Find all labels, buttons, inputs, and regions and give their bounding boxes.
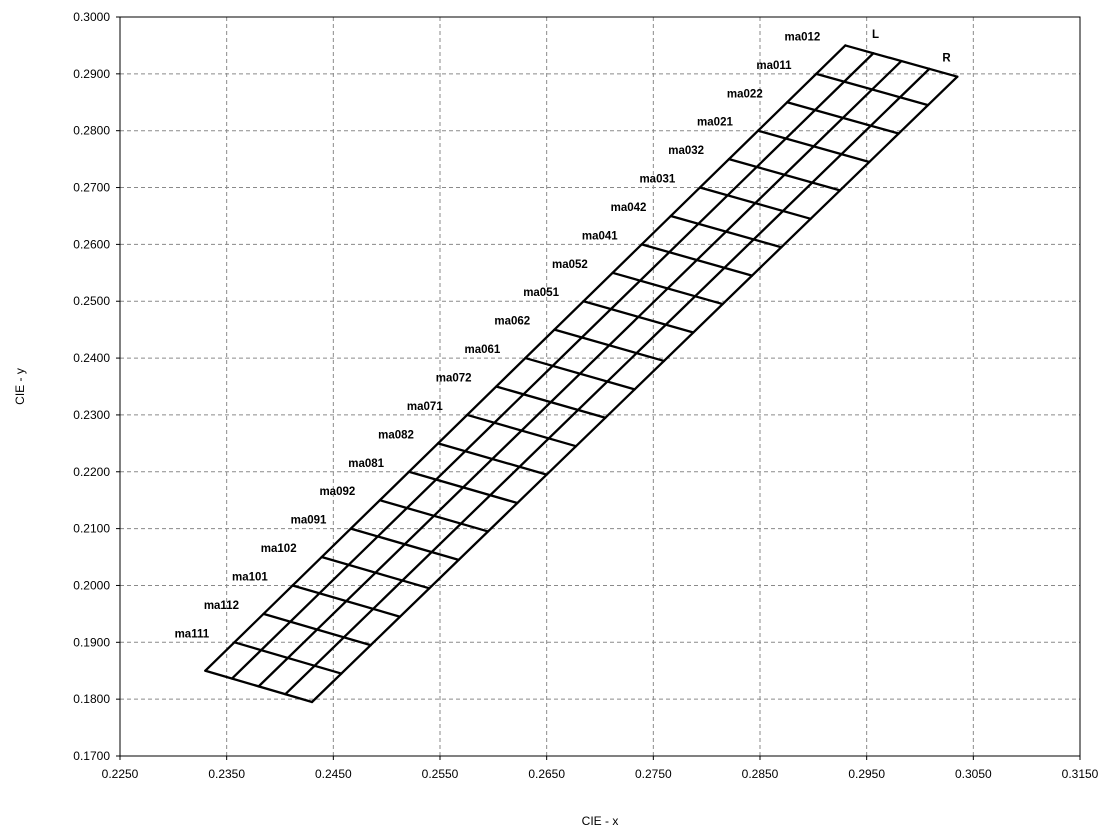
y-tick-label: 0.2200 — [73, 465, 110, 479]
mesh-row-line — [669, 214, 783, 249]
row-label: ma031 — [639, 174, 675, 186]
tick-layer: 0.2250 0.2350 0.2450 0.2550 0.2650 0.2750 0.28… — [73, 10, 1098, 781]
row-label: ma082 — [378, 429, 414, 441]
x-axis-title: CIE - x — [582, 814, 619, 828]
x-tick-label: 0.2650 — [528, 767, 565, 781]
mesh-row-line — [640, 243, 754, 277]
row-label: ma112 — [204, 600, 239, 612]
x-tick-label: 0.2350 — [208, 767, 245, 781]
y-tick-label: 0.2900 — [73, 67, 110, 81]
mesh-row-line — [262, 612, 372, 647]
y-tick-label: 0.1800 — [73, 692, 110, 706]
mesh-row-line — [204, 669, 314, 704]
y-axis-title: CIE - y — [13, 368, 27, 405]
row-label: ma061 — [465, 344, 501, 356]
x-tick-label: 0.3050 — [955, 767, 992, 781]
y-tick-label: 0.2000 — [73, 578, 110, 592]
y-tick-label: 0.1700 — [73, 749, 110, 763]
row-label: ma051 — [523, 287, 559, 299]
row-label: ma011 — [756, 60, 792, 72]
y-tick-label: 0.2500 — [73, 294, 110, 308]
mesh-row-line — [378, 499, 490, 533]
mesh-row-line — [349, 527, 460, 562]
mesh-row-line — [844, 44, 959, 78]
mesh-layer — [204, 44, 959, 704]
mesh-row-line — [727, 157, 842, 192]
label-layer: ma012 ma011 ma022 ma021 ma032 ma031 ma042 ma041… — [175, 29, 952, 640]
column-label-right: R — [942, 52, 951, 64]
y-tick-label: 0.2300 — [73, 408, 110, 422]
y-tick-label: 0.2800 — [73, 124, 110, 138]
row-label: ma091 — [291, 515, 327, 527]
row-label: ma041 — [582, 230, 618, 242]
row-label: ma102 — [261, 543, 297, 555]
y-tick-label: 0.2100 — [73, 522, 110, 536]
row-label: ma101 — [232, 571, 268, 583]
grid-layer — [120, 17, 1080, 756]
mesh-row-line — [756, 129, 871, 164]
mesh-row-line — [815, 72, 930, 107]
mesh-row-line — [291, 584, 402, 618]
mesh-row-line — [553, 328, 666, 363]
plot-frame — [119, 16, 1081, 757]
row-label: ma022 — [727, 88, 763, 100]
mesh-row-line — [407, 470, 519, 505]
mesh-row-line — [495, 385, 607, 419]
mesh-row-line — [582, 300, 695, 334]
row-label: ma092 — [319, 486, 355, 498]
x-tick-label: 0.2450 — [315, 767, 352, 781]
x-tick-label: 0.2850 — [742, 767, 779, 781]
mesh-row-line — [611, 271, 724, 306]
column-label-left: L — [872, 29, 879, 41]
row-label: ma111 — [175, 628, 210, 640]
row-label: ma021 — [697, 117, 733, 129]
mesh-row-line — [320, 555, 431, 590]
x-tick-label: 0.2250 — [102, 767, 139, 781]
row-label: ma062 — [494, 316, 530, 328]
y-tick-label: 0.2700 — [73, 181, 110, 195]
x-tick-label: 0.2950 — [848, 767, 885, 781]
mesh-row-line — [436, 442, 548, 476]
row-label: ma081 — [348, 458, 384, 470]
mesh-row-line — [786, 101, 900, 135]
y-tick-label: 0.2400 — [73, 351, 110, 365]
row-label: ma042 — [611, 202, 647, 214]
x-tick-label: 0.2550 — [422, 767, 459, 781]
x-tick-label: 0.2750 — [635, 767, 672, 781]
row-label: ma072 — [436, 373, 472, 385]
y-tick-label: 0.3000 — [73, 10, 110, 24]
y-tick-label: 0.2600 — [73, 237, 110, 251]
mesh-row-line — [698, 186, 812, 220]
mesh-row-line — [233, 641, 343, 675]
mesh-row-line — [466, 413, 578, 448]
row-label: ma032 — [668, 145, 704, 157]
mesh-row-line — [524, 356, 636, 391]
y-tick-label: 0.1900 — [73, 635, 110, 649]
row-label: ma012 — [785, 31, 821, 43]
row-label: ma052 — [552, 259, 588, 271]
row-label: ma071 — [407, 401, 443, 413]
x-tick-label: 0.3150 — [1062, 767, 1099, 781]
